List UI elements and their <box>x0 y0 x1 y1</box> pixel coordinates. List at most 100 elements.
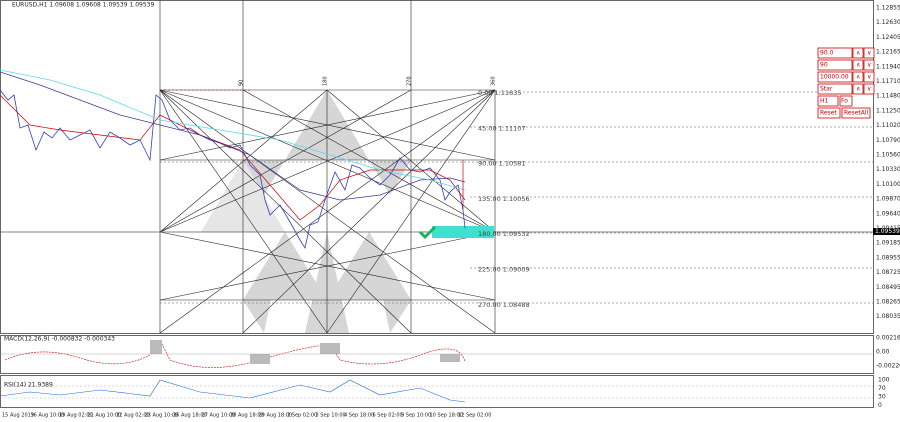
rsi-label: RSI(14) 21.9389 <box>4 382 53 389</box>
arrow-button[interactable] <box>863 47 875 59</box>
time-label: 6 Sep 02:00 <box>373 413 403 419</box>
arrow-text: ∧ <box>856 62 860 69</box>
ma-red <box>0 94 466 221</box>
price-label: 1.08035 <box>876 313 900 320</box>
macd-axis: -0.002207 <box>876 363 900 370</box>
price-label: 1.09185 <box>876 240 900 247</box>
price-label: 1.12630 <box>876 19 900 26</box>
arrow-button[interactable] <box>852 59 864 71</box>
arrow-button[interactable] <box>852 71 864 83</box>
arrow-text: ∨ <box>867 74 871 81</box>
time-label: 26 Aug 18:00 <box>173 413 207 419</box>
time-label: 2 Sep 02:00 <box>287 413 317 419</box>
time-label: 29 Aug 18:00 <box>259 413 293 419</box>
time-label: 21 Aug 10:00 <box>88 413 122 419</box>
current-price-box <box>873 228 900 235</box>
input-box[interactable] <box>817 95 839 107</box>
price-label: 1.11480 <box>876 93 900 100</box>
time-label: 10 Sep 18:00 <box>430 413 463 419</box>
input-box[interactable] <box>817 59 853 71</box>
time-label: 3 Sep 10:00 <box>316 413 346 419</box>
frames <box>0 0 874 408</box>
level-label: 270.00 1.08488 <box>478 301 530 309</box>
price-label: 1.12405 <box>876 34 900 41</box>
price-label: 1.12165 <box>876 49 900 56</box>
input-text: 90 <box>820 62 828 69</box>
time-label: 22 Aug 02:00 <box>116 413 150 419</box>
price-label: 1.09640 <box>876 210 900 217</box>
macd-axis: 0.002164 <box>876 335 900 342</box>
rsi-levels <box>0 385 873 399</box>
time-label: 19 Aug 02:00 <box>59 413 93 419</box>
price-label: 1.08265 <box>876 299 900 306</box>
level-label: 45.00 1.11107 <box>478 124 526 132</box>
current-price: 1.09539 <box>875 228 900 235</box>
macd-hist <box>150 340 460 364</box>
rsi-axis: 70 <box>878 385 886 392</box>
arrow-text: ∨ <box>867 50 871 57</box>
price-label: 1.09870 <box>876 196 900 203</box>
time-label: 15 Aug 2019 <box>2 413 34 419</box>
arrow-text: ∧ <box>856 50 860 57</box>
time-label: 4 Sep 18:00 <box>344 413 374 419</box>
level-label: 0.00 1.11635 <box>478 89 521 97</box>
price-label: 1.12855 <box>876 5 900 12</box>
price-label: 1.11250 <box>876 107 900 114</box>
macd-axis: 0.00 <box>876 349 890 356</box>
level-label: 135.00 1.10056 <box>478 195 530 203</box>
arrow-text: ∨ <box>867 62 871 69</box>
extra-text: Fo <box>841 98 848 105</box>
price-label: 1.08495 <box>876 284 900 291</box>
price-label: 1.11710 <box>876 78 900 85</box>
target-zone <box>432 226 494 238</box>
reset-text: ResetAll <box>844 110 869 117</box>
price-label: 1.09415 <box>876 225 900 232</box>
arrow-text: ∧ <box>856 74 860 81</box>
price-label: 1.11020 <box>876 122 900 129</box>
rsi-axis: 100 <box>878 377 890 384</box>
time-label: 12 Sep 02:00 <box>458 413 491 419</box>
time-label: 28 Aug 18:00 <box>230 413 264 419</box>
vertical-label: 270 <box>407 76 413 86</box>
price-label: 1.10330 <box>876 166 900 173</box>
level-label: 90.00 1.10581 <box>478 160 526 168</box>
time-label: 23 Aug 10:00 <box>145 413 179 419</box>
arrow-button[interactable] <box>863 83 875 95</box>
gann-lines <box>0 0 873 334</box>
price-label: 1.08725 <box>876 269 900 276</box>
macd-label: MACD(12,26,9) -0.000832 -0.000343 <box>4 336 115 343</box>
reset-button[interactable] <box>841 107 871 119</box>
arrow-text: ∨ <box>867 86 871 93</box>
input-text: 90.0 <box>820 50 834 57</box>
input-text: 10000.00 <box>820 74 849 81</box>
arrow-button[interactable] <box>863 71 875 83</box>
input-box[interactable] <box>817 71 853 83</box>
extra-box[interactable] <box>839 95 853 107</box>
input-box[interactable] <box>817 47 853 59</box>
price-label: 1.10790 <box>876 137 900 144</box>
arrow-text: ∧ <box>856 86 860 93</box>
input-text: Star <box>820 86 833 93</box>
control-panel: 90.0 ∧ ∨ 90 ∧ ∨ 10000.00 ∧ ∨ Star ∧ ∨ H1 Fo Reset Reset… <box>817 47 875 119</box>
ma-navy <box>0 71 466 201</box>
price-label: 1.10100 <box>876 181 900 188</box>
vertical-label: 180 <box>323 76 329 86</box>
input-box[interactable] <box>817 83 853 95</box>
arrow-button[interactable] <box>852 83 864 95</box>
reset-text: Reset <box>820 110 837 117</box>
price-label: 1.11940 <box>876 63 900 70</box>
time-label: 9 Sep 10:00 <box>401 413 431 419</box>
price-label: 1.08955 <box>876 254 900 261</box>
reset-button[interactable] <box>817 107 841 119</box>
level-label: 225.00 1.09009 <box>478 266 530 274</box>
arrow-button[interactable] <box>852 47 864 59</box>
level-label: 180.00 1.09532 <box>478 230 530 238</box>
time-label: 16 Aug 10:00 <box>31 413 65 419</box>
price-line <box>0 89 466 250</box>
vertical-label: 90 <box>239 80 245 86</box>
arrow-button[interactable] <box>863 59 875 71</box>
rsi-axis: 30 <box>878 394 886 401</box>
rsi-axis: 0 <box>878 402 882 409</box>
time-label: 27 Aug 10:00 <box>202 413 236 419</box>
